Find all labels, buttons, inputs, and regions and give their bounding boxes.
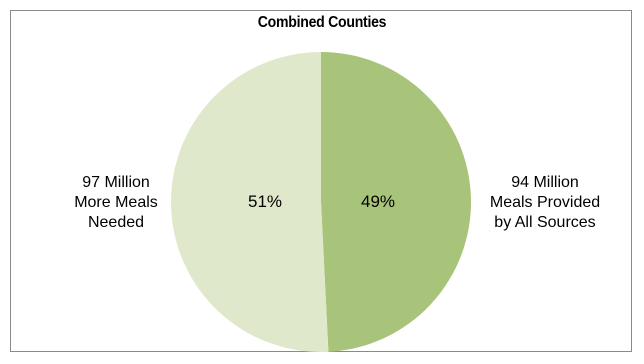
slice-label-line: Needed — [88, 214, 144, 231]
percent-label: 51% — [248, 192, 282, 211]
slice-label-line: More Meals — [74, 194, 158, 211]
chart-title: Combined Counties — [257, 14, 387, 31]
slice-label-line: Meals Provided — [490, 194, 600, 211]
slice-meals-needed — [170, 52, 329, 352]
slice-label: 97 Million More Meals Needed — [74, 174, 158, 231]
slice-meals-provided — [321, 52, 471, 352]
slice-label-line: 94 Million — [511, 174, 579, 191]
slice-label-line: 97 Million — [82, 174, 150, 191]
percent-label: 49% — [361, 192, 395, 211]
slice-label: 94 Million Meals Provided by All Sources — [490, 174, 600, 231]
slice-label-line: by All Sources — [494, 214, 595, 231]
